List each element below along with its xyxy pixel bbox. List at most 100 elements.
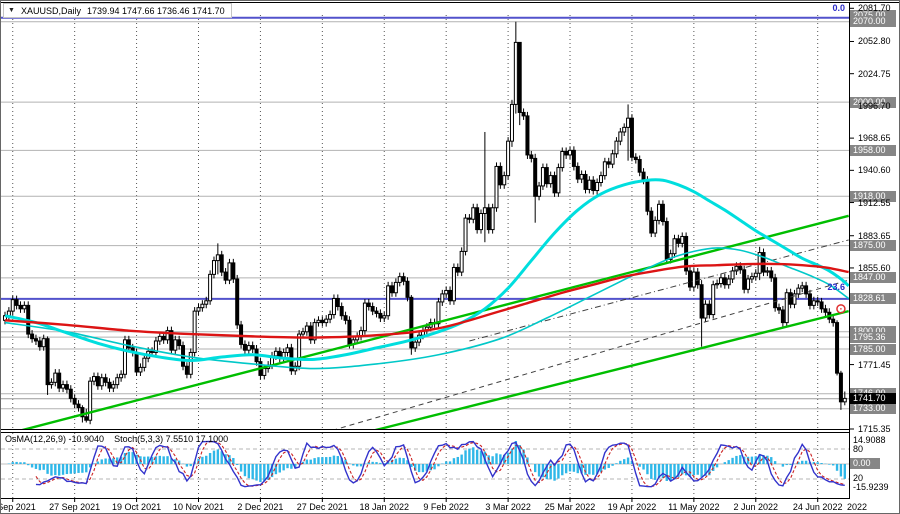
candle-down [575, 165, 580, 180]
candle-up [200, 303, 205, 309]
ohlc-values: 1739.94 1747.66 1736.46 1741.70 [86, 5, 225, 16]
candle-down [134, 351, 139, 373]
candle-down [695, 271, 700, 286]
candle-down [103, 377, 108, 383]
symbol-dropdown-icon[interactable]: ▼ [8, 7, 15, 14]
candle-down [773, 277, 778, 309]
date-tick-label: 11 May 2022 [668, 502, 720, 512]
candle-up [22, 304, 27, 310]
candle-down [831, 318, 836, 324]
candle-down [571, 149, 576, 167]
candle-down [475, 207, 480, 231]
candle-up [273, 350, 278, 357]
candle-down [390, 285, 394, 294]
indicator-header: OsMA(12,26,9) -10.9040 Stoch(5,3,3) 7.55… [5, 434, 228, 444]
price-level-badge: 2075.00 [850, 10, 896, 22]
ohlc-title-strip: ▼ XAUUSD,Daily 1739.94 1747.66 1736.46 1… [3, 3, 232, 18]
candle-down [250, 345, 255, 350]
candle-up [568, 149, 573, 156]
candle-down [687, 270, 692, 288]
signal-marker-circle [836, 304, 846, 314]
date-tick-label: 3 Sep 2021 [1, 502, 36, 512]
price-tick-label: 2024.75 [858, 68, 891, 79]
date-tick-label: 25 Mar 2022 [544, 502, 596, 512]
candle-up [142, 357, 147, 368]
candle-up [753, 272, 758, 278]
trend-dashed-1 [335, 279, 849, 429]
candle-up [614, 140, 619, 155]
candle-up [397, 276, 402, 283]
candle-up [297, 333, 302, 367]
candle-down [64, 384, 69, 390]
candle-up [749, 276, 754, 280]
candle-down [606, 161, 611, 165]
candle-up [300, 331, 305, 335]
candle-down [339, 306, 344, 317]
candle-up [540, 167, 545, 187]
candle-up [304, 325, 309, 333]
candle-up [653, 219, 658, 234]
stoch-signal-line [35, 441, 845, 488]
price-level-badge: 1795.36 [850, 331, 896, 343]
candle-up [494, 165, 499, 209]
candle-down [219, 254, 224, 273]
candle-down [664, 221, 669, 260]
candle-down [815, 300, 820, 303]
candle-down [486, 207, 491, 231]
candle-up [215, 254, 220, 262]
candle-up [842, 397, 847, 403]
candle-up [153, 340, 158, 353]
candle-down [177, 339, 182, 347]
candle-up [92, 376, 97, 382]
candle-up [598, 175, 603, 184]
fib-level-label: 23.6 [827, 282, 845, 292]
candle-down [498, 165, 503, 186]
price-tick-label: 1912.55 [858, 197, 891, 208]
candle-up [262, 368, 267, 376]
stoch-main-line [35, 440, 845, 488]
candle-down [184, 365, 189, 375]
candle-down [564, 150, 569, 156]
candle-up [157, 335, 162, 342]
candle-up [115, 377, 120, 386]
current-price-badge: 1741.70 [850, 393, 896, 405]
fib-level-label: 0.0 [832, 3, 845, 13]
candle-down [838, 372, 843, 403]
candle-up [610, 153, 615, 165]
panel-zero-badge: 0.00 [850, 458, 880, 469]
candle-up [111, 384, 116, 389]
candle-down [405, 280, 410, 298]
candle-up [393, 281, 398, 294]
candle-down [409, 296, 414, 349]
price-level-badge: 1918.00 [850, 190, 896, 202]
candle-up [413, 341, 418, 349]
candle-up [622, 126, 627, 133]
panel-scale-label: 14.9088 [853, 435, 886, 445]
ma-red [4, 262, 849, 339]
candle-down [37, 340, 42, 348]
indicator-plot-area[interactable] [1, 433, 849, 498]
candle-up [53, 372, 58, 383]
price-tick-label: 1771.45 [858, 359, 891, 370]
candle-down [552, 175, 557, 194]
candle-down [72, 397, 77, 405]
candle-down [544, 167, 549, 185]
candle-up [444, 289, 449, 295]
candle-down [707, 303, 712, 316]
candle-down [95, 376, 100, 387]
candle-down [231, 262, 236, 280]
candle-up [479, 213, 484, 231]
candle-up [138, 366, 143, 373]
candle-down [637, 159, 642, 173]
candle-down [807, 293, 812, 306]
price-tick-label: 1996.70 [858, 100, 891, 111]
candle-up [595, 182, 600, 192]
ma-cyan-thick [4, 178, 849, 363]
candle-up [730, 270, 735, 280]
price-tick-label: 1883.65 [858, 230, 891, 241]
candle-down [649, 210, 654, 234]
candle-up [602, 161, 607, 177]
main-plot-area[interactable] [1, 15, 849, 464]
candle-up [246, 345, 251, 351]
